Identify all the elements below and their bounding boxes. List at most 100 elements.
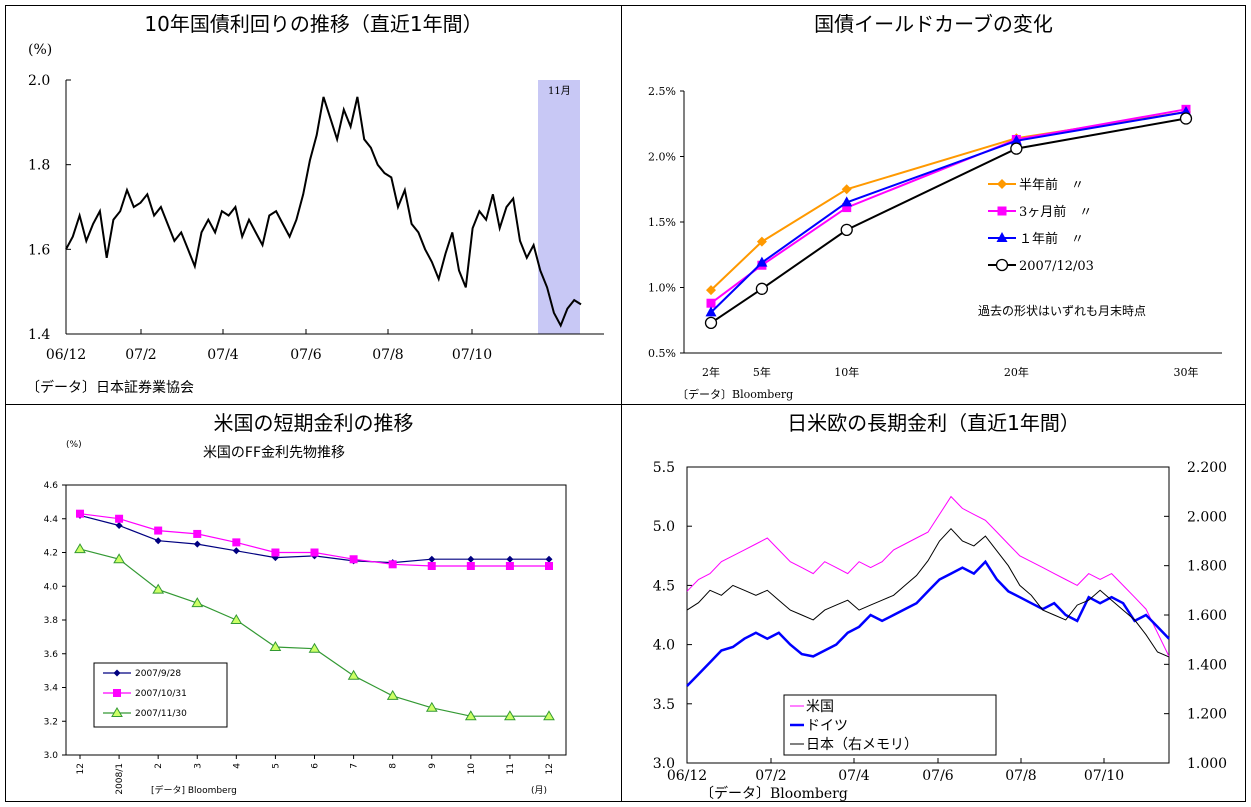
y-axis-unit: (%) <box>66 440 82 450</box>
data-point <box>543 710 555 721</box>
data-point <box>1010 142 1023 155</box>
legend-marker <box>997 179 1007 189</box>
panel-us-short-rate: 米国の短期金利の推移 米国のFF金利先物推移 (%) 4.6 4.4 4.2 4.0 3.8… <box>5 404 622 802</box>
legend-marker <box>113 689 121 697</box>
y-tick-label: 3.5 <box>653 697 675 713</box>
y-tick-label: 1.5% <box>648 216 676 229</box>
x-tick-label: 8 <box>389 763 399 769</box>
x-tick-label: 10 <box>467 763 477 775</box>
data-point <box>841 184 852 195</box>
legend-marker <box>996 232 1008 242</box>
data-point <box>466 562 475 570</box>
data-point <box>386 689 399 700</box>
legend-label: 2007/9/28 <box>135 669 181 679</box>
data-point <box>840 223 853 237</box>
data-point <box>308 642 321 653</box>
data-point <box>271 548 280 557</box>
x-tick-label: 06/12 <box>667 768 707 784</box>
x-tick-label: 2008/1 <box>115 763 125 795</box>
x-tick-label: 3 <box>193 763 203 769</box>
data-point <box>230 614 243 624</box>
series-line <box>65 96 582 328</box>
legend-label: 2007/11/30 <box>135 709 187 719</box>
data-point <box>841 196 853 207</box>
highlight-label: 11月 <box>548 85 571 97</box>
y-tick-label: 2.0% <box>648 151 676 164</box>
y2-tick-label: 1.800 <box>1187 559 1227 575</box>
data-point <box>310 548 319 557</box>
panel-title: 10年国債利回りの推移（直近1年間） <box>144 12 483 36</box>
series-line <box>686 495 1170 657</box>
y-tick-label: 4.0 <box>44 582 59 592</box>
data-point <box>428 555 436 563</box>
data-point <box>347 669 360 680</box>
data-point <box>76 509 84 518</box>
data-point <box>704 316 718 330</box>
y-tick-label: 5.5 <box>653 460 675 476</box>
data-point <box>154 526 163 535</box>
x-tick-label: 07/8 <box>1005 768 1036 784</box>
data-point <box>505 562 514 570</box>
legend-box <box>783 694 997 756</box>
data-point <box>154 537 162 545</box>
chart-yield-curve: 2.5% 2.0% 1.5% 1.0% 0.5% 2年 5年 10年 20年 30年 半年前 〃 3ヶ… <box>648 85 1222 401</box>
y2-tick-label: 1.400 <box>1187 657 1227 673</box>
legend-label: １年前 〃 <box>1019 231 1084 247</box>
y-tick-label: 3.0 <box>653 756 675 772</box>
legend-marker <box>111 707 123 717</box>
legend-label: 2007/10/31 <box>135 689 187 699</box>
y-tick-label: 1.4 <box>28 327 50 343</box>
legend-label: 日本（右メモリ） <box>806 737 918 753</box>
y-tick-label: 3.4 <box>44 684 59 694</box>
data-point <box>756 256 768 267</box>
x-tick-label: 07/6 <box>922 768 954 784</box>
panel-jgb-10y: 10年国債利回りの推移（直近1年間） 11月 (%) 2.0 1.8 1.6 1.4 06/… <box>5 5 622 405</box>
data-point <box>427 562 436 570</box>
data-point <box>464 710 477 721</box>
annotation: 過去の形状はいずれも月末時点 <box>978 304 1146 318</box>
y-tick-label: 0.5% <box>648 347 676 360</box>
data-point <box>388 560 397 569</box>
legend-marker <box>997 206 1007 216</box>
series-line <box>710 111 1187 291</box>
data-point <box>349 555 358 564</box>
y-tick-label: 1.8 <box>28 158 50 174</box>
x-tick-label: 07/2 <box>755 768 786 784</box>
data-point <box>425 701 438 712</box>
x-tick-label: 07/4 <box>207 347 239 363</box>
y-tick-label: 4.4 <box>44 515 59 525</box>
data-point <box>191 597 204 608</box>
data-point <box>506 555 514 563</box>
x-tick-label: 11 <box>506 763 516 774</box>
panel-title: 米国の短期金利の推移 <box>213 411 414 435</box>
series-line <box>710 117 1187 324</box>
series-line <box>686 527 1170 658</box>
panel-title: 日米欧の長期金利（直近1年間） <box>787 411 1080 435</box>
data-point <box>271 554 279 562</box>
legend-label: 半年前 〃 <box>1019 177 1084 193</box>
chart-jgb-10y: 11月 (%) 2.0 1.8 1.6 1.4 06/12 07/2 07/4 07/6 07/8 0… <box>26 42 604 396</box>
x-tick-label: 4 <box>232 763 242 769</box>
x-tick-label: 6 <box>311 763 321 769</box>
data-point <box>545 555 553 563</box>
y-tick-label: 5.0 <box>653 519 675 535</box>
panel-title: 国債イールドカーブの変化 <box>814 12 1053 36</box>
x-tick-label: 10年 <box>834 365 859 379</box>
data-point <box>152 583 165 594</box>
y-tick-label: 3.6 <box>44 650 59 660</box>
source-note: 〔データ〕日本証券業協会 <box>26 379 194 396</box>
x-tick-label: 5年 <box>753 365 771 379</box>
data-point <box>467 555 475 563</box>
data-point <box>113 553 125 564</box>
data-point <box>1010 134 1022 145</box>
x-tick-label: 5 <box>271 763 281 769</box>
data-point <box>232 547 240 555</box>
data-point <box>755 282 769 295</box>
y-tick-label: 2.5% <box>648 85 676 98</box>
source-note: [データ] Bloomberg <box>151 784 237 796</box>
data-point <box>706 298 716 308</box>
x-tick-label: 07/10 <box>1084 768 1124 784</box>
x-tick-label: 06/12 <box>46 347 86 363</box>
series-line <box>710 111 1187 314</box>
y-tick-label: 3.8 <box>44 616 59 626</box>
